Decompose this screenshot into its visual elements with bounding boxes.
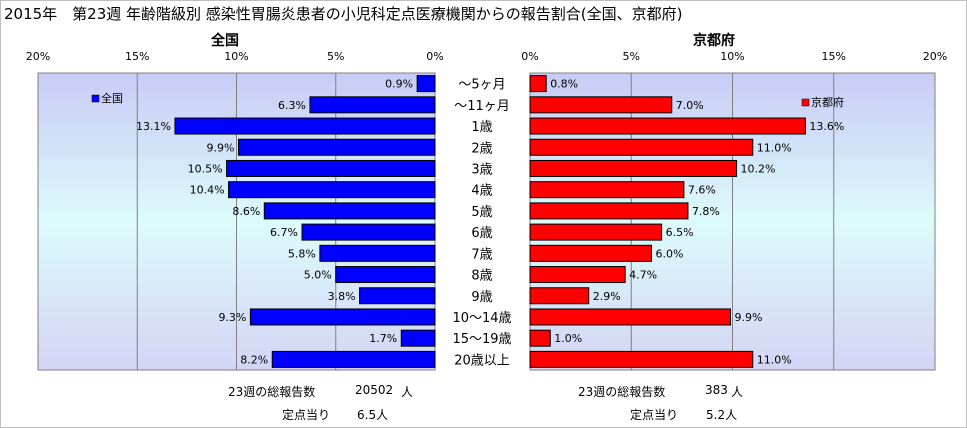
left-bar (271, 350, 436, 368)
left-tick-label: 15% (125, 50, 149, 63)
national-per-label: 定点当り (282, 408, 331, 422)
right-bar (529, 266, 626, 284)
left-bar (263, 202, 436, 220)
left-bar (226, 159, 436, 177)
left-bar (400, 329, 436, 347)
right-bar (529, 287, 590, 305)
right-value-label: 11.0% (757, 353, 792, 366)
right-value-label: 7.6% (688, 184, 716, 197)
left-value-label: 1.7% (369, 332, 397, 345)
right-value-label: 11.0% (757, 141, 792, 154)
left-bar (228, 181, 436, 199)
left-panel-title: 全国 (210, 32, 239, 49)
right-value-label: 2.9% (593, 290, 621, 303)
kyoto-per-value: 5.2人 (706, 408, 738, 422)
right-value-label: 6.5% (666, 226, 694, 239)
right-tick-label: 5% (623, 50, 640, 63)
left-bar (416, 75, 436, 93)
right-tick-label: 20% (923, 50, 947, 63)
category-label: 8歳 (471, 269, 492, 284)
category-label: 6歳 (471, 226, 492, 241)
right-bar (529, 244, 652, 262)
left-bar (359, 287, 436, 305)
kyoto-total-unit: 人 (731, 385, 744, 399)
right-value-label: 10.2% (741, 162, 776, 175)
right-value-label: 0.8% (550, 78, 578, 91)
left-value-label: 9.3% (218, 311, 246, 324)
kyoto-total-label: 23週の総報告数 (578, 385, 666, 399)
category-label: 2歳 (471, 141, 492, 156)
left-value-label: 3.8% (328, 290, 356, 303)
right-value-label: 1.0% (554, 332, 582, 345)
left-tick-label: 5% (327, 50, 344, 63)
right-value-label: 4.7% (629, 269, 657, 282)
kyoto-per-label: 定点当り (630, 408, 679, 422)
category-label: 4歳 (471, 184, 492, 199)
left-bar (301, 223, 436, 241)
chart-title: 2015年 第23週 年齢階級別 感染性胃腸炎患者の小児科定点医療機関からの報告… (4, 5, 683, 23)
category-label: 10～14歳 (452, 311, 511, 326)
left-value-label: 0.9% (385, 78, 413, 91)
right-bar (529, 223, 663, 241)
left-value-label: 10.5% (188, 162, 223, 175)
left-tick-label: 0% (426, 50, 443, 63)
right-legend-label: 京都府 (811, 95, 844, 109)
left-bar (335, 266, 436, 284)
right-bar (529, 202, 689, 220)
category-label: 5歳 (471, 205, 492, 220)
right-value-label: 6.0% (656, 247, 684, 260)
category-label: 9歳 (471, 290, 492, 305)
left-bar (174, 117, 436, 135)
category-label: 3歳 (471, 162, 492, 177)
left-value-label: 8.2% (240, 353, 268, 366)
right-bar (529, 117, 806, 135)
kyoto-total-value: 383 (705, 383, 728, 397)
category-label: 7歳 (471, 247, 492, 262)
left-value-label: 13.1% (136, 120, 171, 133)
left-bar (309, 96, 436, 114)
right-bar (529, 308, 731, 326)
right-legend-swatch (801, 98, 810, 107)
left-tick-label: 20% (26, 50, 50, 63)
category-label: ～11ヶ月 (454, 99, 510, 114)
right-tick-label: 0% (521, 50, 538, 63)
right-value-label: 7.8% (692, 205, 720, 218)
left-value-label: 8.6% (232, 205, 260, 218)
category-label: 20歳以上 (454, 353, 510, 368)
right-bar (529, 138, 754, 156)
national-per-value: 6.5人 (357, 408, 389, 422)
left-tick-label: 10% (224, 50, 248, 63)
right-value-label: 13.6% (809, 120, 844, 133)
right-bar (529, 329, 551, 347)
left-bar (249, 308, 436, 326)
right-value-label: 9.9% (734, 311, 762, 324)
left-bar (237, 138, 436, 156)
right-bar (529, 75, 547, 93)
left-value-label: 5.0% (304, 269, 332, 282)
national-total-unit: 人 (401, 385, 414, 399)
left-value-label: 10.4% (190, 184, 225, 197)
left-legend-label: 全国 (101, 91, 123, 105)
left-value-label: 6.3% (278, 99, 306, 112)
right-value-label: 7.0% (676, 99, 704, 112)
left-value-label: 5.8% (288, 247, 316, 260)
right-bar (529, 96, 673, 114)
left-value-label: 9.9% (207, 141, 235, 154)
left-legend-swatch (91, 94, 100, 103)
right-bar (529, 350, 754, 368)
category-label: 1歳 (471, 120, 492, 135)
right-tick-label: 15% (822, 50, 846, 63)
category-label: ～5ヶ月 (458, 78, 505, 93)
left-bar (319, 244, 436, 262)
right-bar (529, 181, 685, 199)
right-panel-title: 京都府 (693, 32, 735, 49)
national-total-value: 20502 (355, 383, 394, 397)
left-value-label: 6.7% (270, 226, 298, 239)
category-label: 15～19歳 (452, 332, 511, 347)
right-bar (529, 159, 738, 177)
right-tick-label: 10% (720, 50, 744, 63)
national-total-label: 23週の総報告数 (228, 385, 316, 399)
